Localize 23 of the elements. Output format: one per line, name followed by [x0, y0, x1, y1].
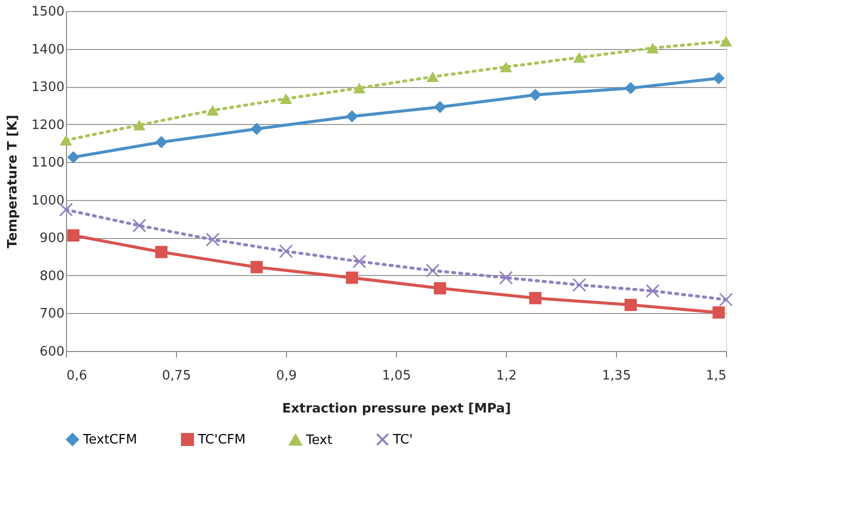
y-tick-label: 1100	[31, 156, 64, 171]
y-tick-label: 1400	[31, 42, 64, 58]
legend-label: TC'CFM	[197, 432, 246, 448]
y-tick-label: 1300	[31, 80, 64, 96]
x-tick-label: 1,05	[382, 368, 411, 384]
legend-label: Text	[305, 432, 332, 448]
legend-label: TextCFM	[82, 432, 138, 448]
x-axis-title: Extraction pressure pext [MPa]	[282, 402, 511, 416]
x-tick-label: 0,9	[276, 368, 297, 384]
x-tick-label: 1,2	[496, 368, 517, 384]
legend-label: TC'	[392, 432, 413, 448]
y-tick-label: 1000	[31, 193, 64, 208]
x-tick-label: 1,5	[706, 368, 726, 384]
y-tick-label: 800	[40, 268, 64, 284]
y-axis-title: Temperature T [K]	[5, 114, 20, 248]
y-tick-label: 1500	[31, 4, 64, 20]
y-tick-label: 700	[40, 306, 64, 322]
x-tick-label: 0,6	[66, 368, 88, 384]
y-tick-label: 600	[40, 344, 64, 360]
x-tick-label: 1,35	[602, 368, 631, 384]
y-tick-label: 1200	[31, 118, 64, 133]
x-tick-label: 0,75	[162, 368, 191, 384]
y-tick-label: 900	[40, 231, 64, 246]
